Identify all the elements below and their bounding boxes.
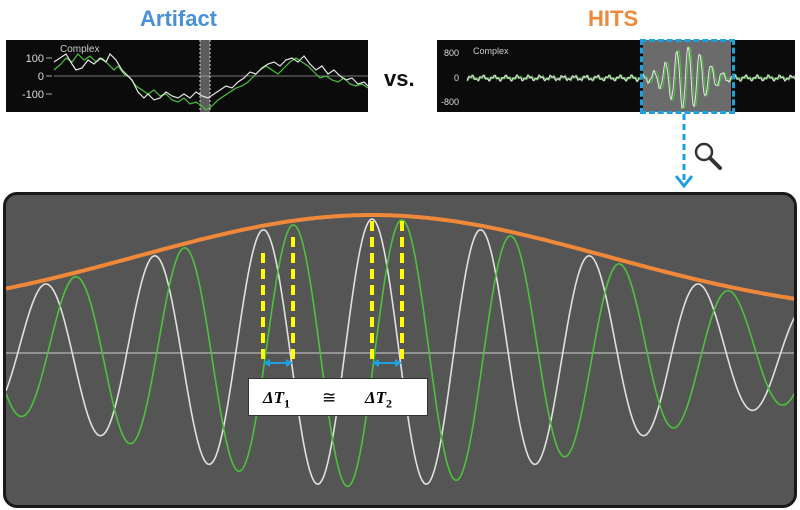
magnifier-icon	[694, 142, 722, 170]
versus-label: vs.	[384, 66, 415, 91]
zoomed-green-trace	[6, 219, 794, 488]
dashed-down-arrow-icon	[674, 114, 694, 189]
delta-t1-label: ΔT1	[263, 388, 291, 411]
hits-panel-label: Complex	[473, 46, 509, 56]
envelope-curve	[6, 213, 794, 301]
artifact-tick-minus-100: -100	[22, 89, 44, 101]
delta-t2-arrow-icon	[372, 359, 402, 367]
artifact-signal-panel: Complex 100 0 -100	[6, 40, 368, 112]
hits-tick-0: 0	[454, 73, 459, 83]
time-delay-markers	[261, 221, 404, 367]
zoomed-signal-plot	[6, 213, 794, 488]
hits-tick-minus-800: -800	[441, 97, 459, 107]
zoom-selection-box	[640, 39, 735, 114]
artifact-signal-plot: Complex 100 0 -100	[22, 40, 368, 112]
artifact-white-trace	[53, 52, 368, 101]
delta-t1-arrow-icon	[263, 359, 293, 367]
zoomed-signal-panel	[3, 192, 797, 508]
artifact-highlight-band	[200, 40, 210, 112]
artifact-panel-label: Complex	[60, 44, 99, 55]
hits-white-trace	[466, 46, 795, 110]
delta-t-equation-box: ΔT1 ≅ ΔT2	[248, 378, 428, 416]
hits-signal-panel: Complex 800 0 -800	[437, 40, 795, 112]
hits-title: HITS	[588, 6, 639, 31]
artifact-title: Artifact	[140, 6, 218, 31]
approx-equal-symbol: ≅	[322, 388, 337, 407]
delta-t2-label: ΔT2	[365, 388, 393, 411]
hits-signal-plot: Complex 800 0 -800	[441, 40, 795, 112]
artifact-tick-100: 100	[26, 53, 44, 65]
artifact-tick-0: 0	[38, 71, 44, 83]
hits-tick-800: 800	[444, 48, 459, 58]
artifact-green-trace	[53, 53, 368, 111]
